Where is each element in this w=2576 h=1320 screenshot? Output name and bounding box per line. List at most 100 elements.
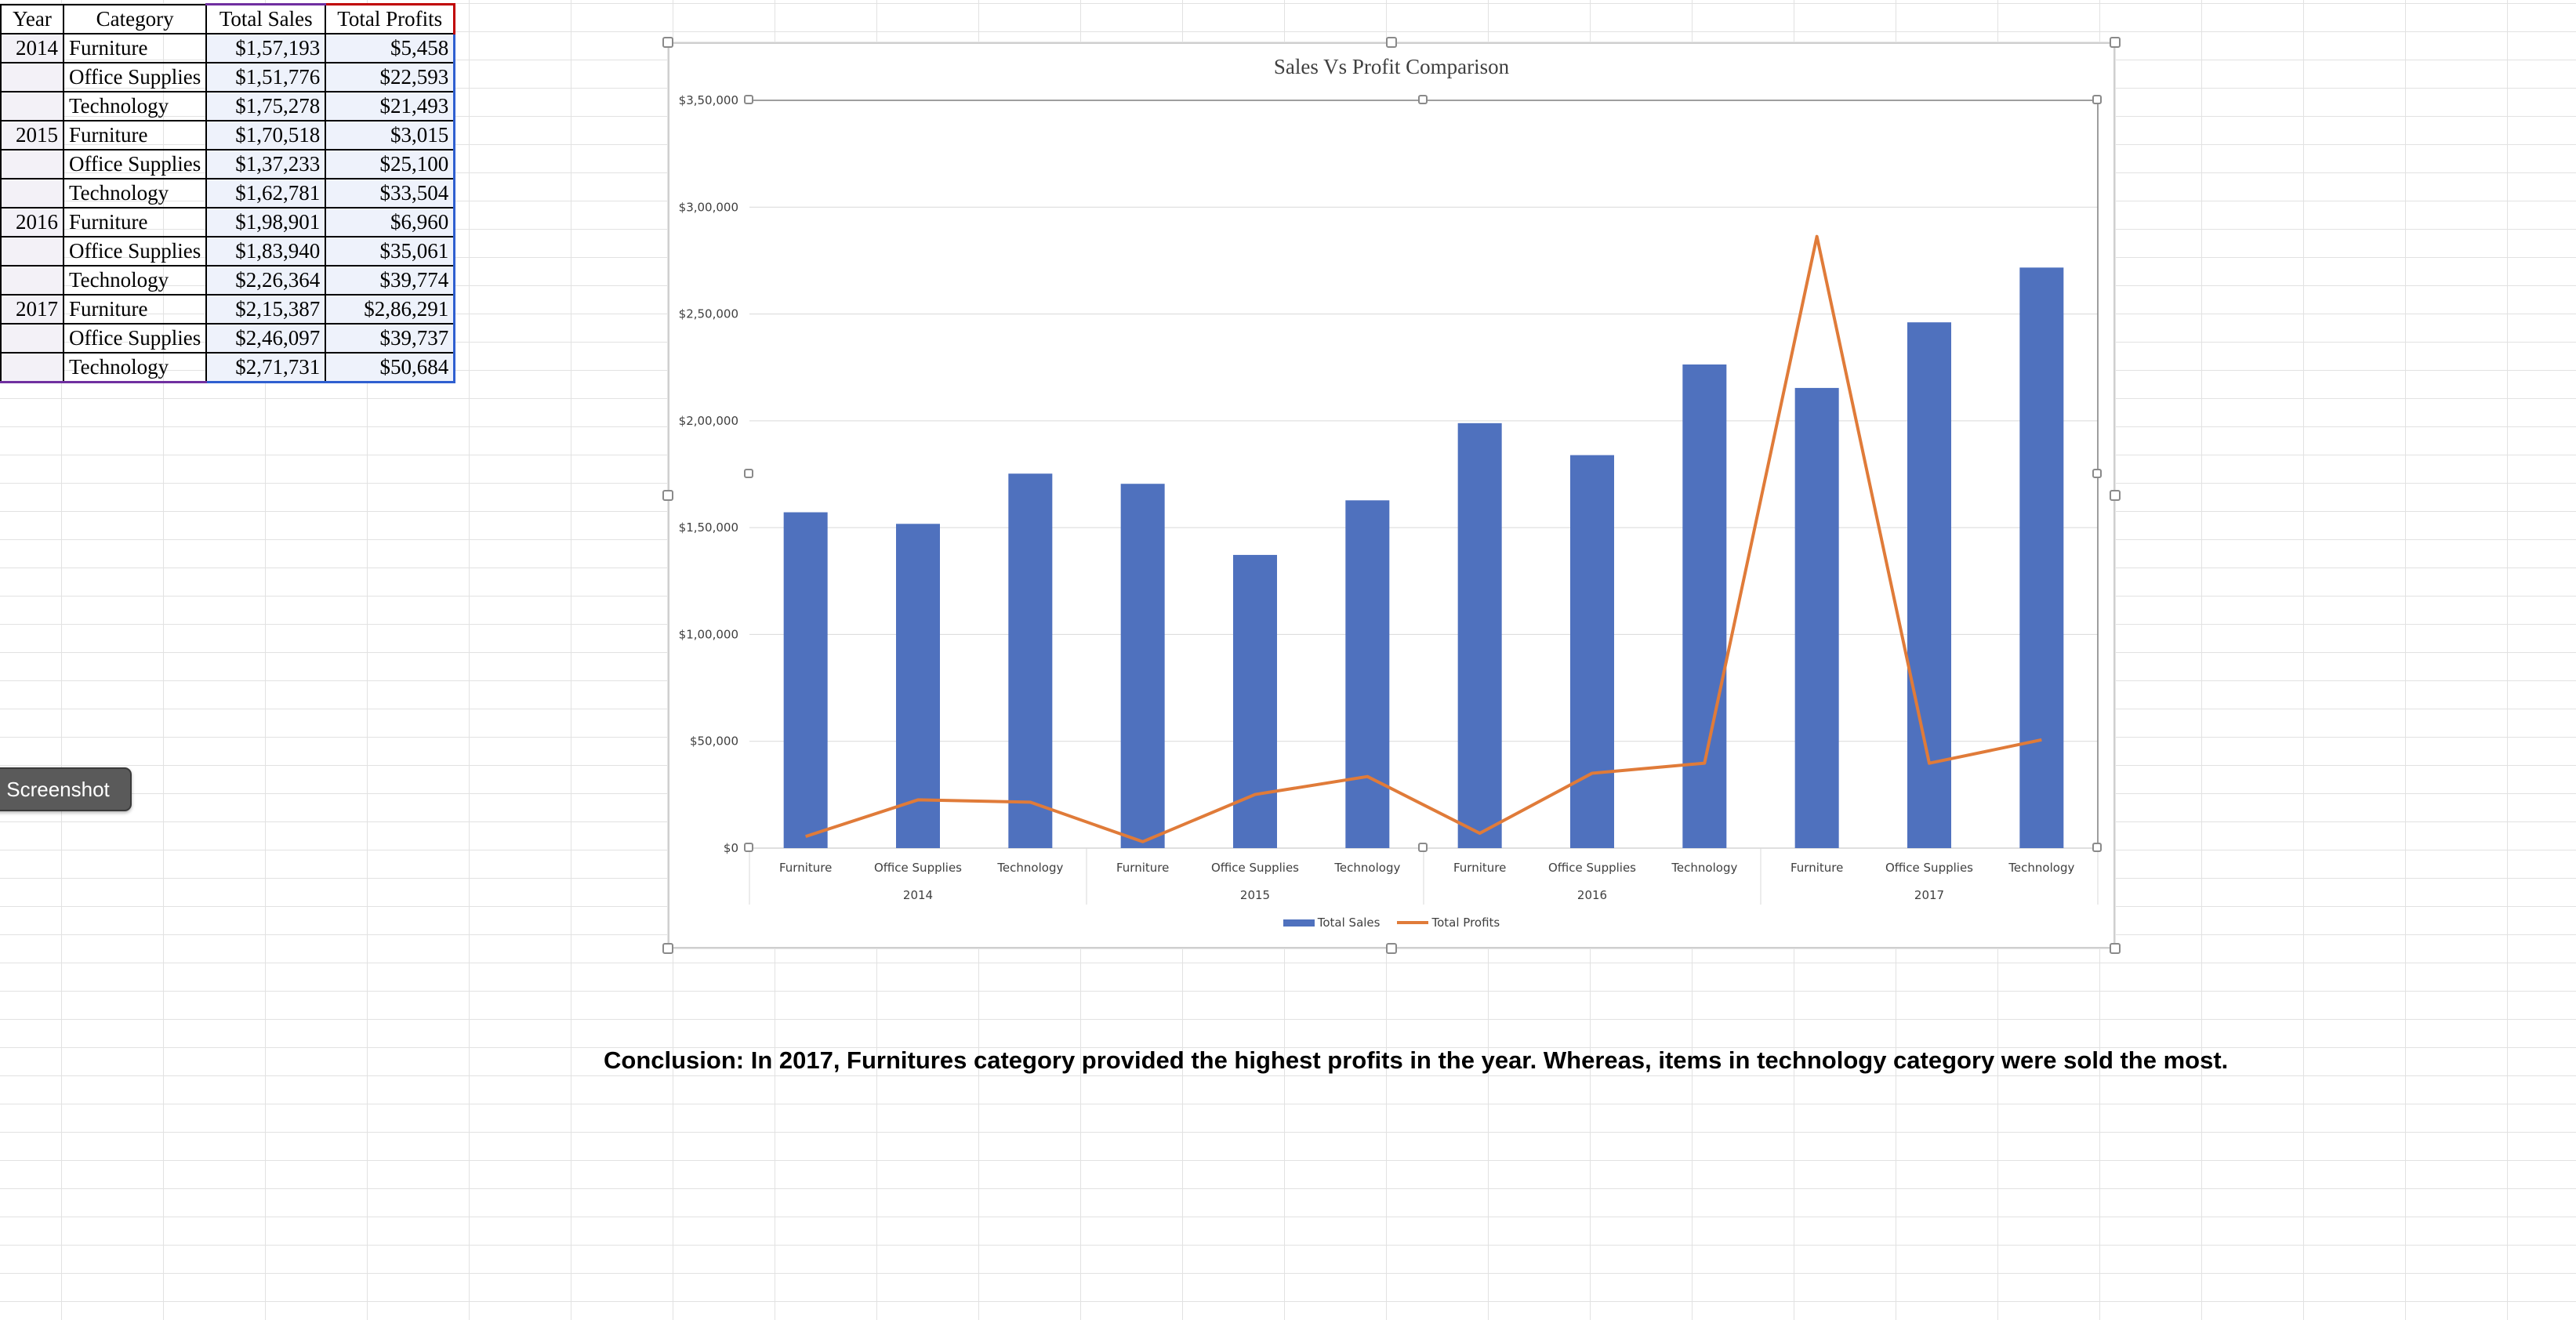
y-tick-label: $0 — [724, 841, 738, 855]
x-category-label: Technology — [996, 861, 1063, 875]
cell-total-profits[interactable]: $21,493 — [325, 91, 456, 121]
cell-year[interactable] — [0, 179, 64, 209]
sales-bar — [2019, 267, 2064, 848]
cell-total-sales[interactable]: $1,37,233 — [205, 149, 327, 180]
cell-total-sales[interactable]: $1,62,781 — [205, 178, 327, 209]
cell-category[interactable]: Office Supplies — [62, 149, 208, 180]
cell-total-profits[interactable]: $25,100 — [325, 149, 456, 180]
table-row: Technology $2,71,731 $50,684 — [0, 352, 456, 383]
sales-bar — [1570, 455, 1614, 848]
cell-category[interactable]: Office Supplies — [62, 236, 208, 267]
plot-area-handle[interactable] — [744, 843, 753, 852]
cell-year[interactable] — [0, 324, 64, 354]
cell-year[interactable] — [0, 266, 64, 296]
cell-category[interactable]: Technology — [62, 352, 208, 383]
x-category-label: Office Supplies — [1548, 861, 1636, 875]
resize-handle[interactable] — [2110, 943, 2121, 954]
cell-category[interactable]: Technology — [62, 178, 208, 209]
cell-total-profits[interactable]: $33,504 — [325, 178, 456, 209]
header-total-profits[interactable]: Total Profits — [325, 3, 456, 34]
cell-total-profits[interactable]: $35,061 — [325, 236, 456, 267]
y-tick-label: $2,00,000 — [679, 414, 738, 428]
cell-category[interactable]: Technology — [62, 265, 208, 296]
resize-handle[interactable] — [662, 37, 673, 48]
y-tick-label: $3,50,000 — [679, 93, 738, 107]
resize-handle[interactable] — [662, 943, 673, 954]
plot-area-handle[interactable] — [2092, 843, 2102, 852]
cell-year[interactable] — [0, 237, 64, 267]
plot-area-handle[interactable] — [2092, 95, 2102, 104]
cell-category[interactable]: Furniture — [62, 294, 208, 325]
y-tick-label: $50,000 — [690, 734, 738, 749]
plot-area-handle[interactable] — [2092, 469, 2102, 478]
header-year[interactable]: Year — [0, 3, 64, 34]
cell-total-sales[interactable]: $1,70,518 — [205, 120, 327, 150]
cell-total-profits[interactable]: $3,015 — [325, 120, 456, 150]
x-category-label: Furniture — [779, 861, 832, 875]
cell-total-sales[interactable]: $1,75,278 — [205, 91, 327, 121]
x-group-label: 2015 — [1240, 888, 1270, 902]
cell-year[interactable]: 2014 — [0, 33, 64, 63]
cell-year[interactable]: 2015 — [0, 120, 64, 150]
cell-year[interactable] — [0, 353, 64, 383]
cell-total-sales[interactable]: $2,26,364 — [205, 265, 327, 296]
sales-bar — [1682, 364, 1727, 848]
table-row: Technology $1,75,278 $21,493 — [0, 91, 456, 121]
cell-total-profits[interactable]: $5,458 — [325, 33, 456, 63]
plot-area-handle[interactable] — [744, 95, 753, 104]
cell-total-sales[interactable]: $2,71,731 — [205, 352, 327, 383]
x-category-label: Furniture — [1116, 861, 1169, 875]
sales-bar — [896, 524, 940, 848]
cell-total-sales[interactable]: $1,57,193 — [205, 33, 327, 63]
cell-total-sales[interactable]: $1,83,940 — [205, 236, 327, 267]
cell-category[interactable]: Technology — [62, 91, 208, 121]
sales-bar — [1457, 422, 1502, 848]
plot-area-handle[interactable] — [1418, 843, 1428, 852]
cell-total-sales[interactable]: $1,51,776 — [205, 62, 327, 92]
cell-year[interactable]: 2016 — [0, 207, 64, 238]
header-category[interactable]: Category — [62, 3, 208, 34]
cell-total-profits[interactable]: $2,86,291 — [325, 294, 456, 325]
cell-category[interactable]: Furniture — [62, 33, 208, 63]
cell-total-sales[interactable]: $1,98,901 — [205, 207, 327, 238]
cell-total-sales[interactable]: $2,15,387 — [205, 294, 327, 325]
plot-area-handle[interactable] — [744, 469, 753, 478]
sales-profit-table[interactable]: Year Category Total Sales Total Profits … — [0, 3, 456, 383]
cell-total-profits[interactable]: $50,684 — [325, 352, 456, 383]
cell-category[interactable]: Furniture — [62, 120, 208, 150]
legend-swatch-profits — [1397, 921, 1429, 924]
cell-total-profits[interactable]: $39,774 — [325, 265, 456, 296]
legend-item-sales: Total Sales — [1283, 916, 1380, 930]
screenshot-button[interactable]: Screenshot — [0, 767, 132, 811]
resize-handle[interactable] — [2110, 490, 2121, 501]
cell-total-sales[interactable]: $2,46,097 — [205, 323, 327, 354]
legend-swatch-sales — [1283, 919, 1315, 927]
header-total-sales[interactable]: Total Sales — [205, 3, 327, 34]
cell-total-profits[interactable]: $6,960 — [325, 207, 456, 238]
table-row: Office Supplies $2,46,097 $39,737 — [0, 323, 456, 354]
cell-category[interactable]: Furniture — [62, 207, 208, 238]
cell-year[interactable]: 2017 — [0, 294, 64, 325]
x-category-label: Office Supplies — [1885, 861, 1973, 875]
cell-total-profits[interactable]: $39,737 — [325, 323, 456, 354]
table-row: 2015 Furniture $1,70,518 $3,015 — [0, 120, 456, 150]
cell-year[interactable] — [0, 150, 64, 180]
plot-area-handle[interactable] — [1418, 95, 1428, 104]
chart-container[interactable]: Sales Vs Profit Comparison $0 $50,000 $1,0… — [662, 37, 2121, 954]
conclusion-text[interactable]: Conclusion: In 2017, Furnitures category… — [604, 1046, 2229, 1074]
cell-category[interactable]: Office Supplies — [62, 323, 208, 354]
cell-total-profits[interactable]: $22,593 — [325, 62, 456, 92]
resize-handle[interactable] — [1386, 37, 1397, 48]
chart-legend: Total Sales Total Profits — [669, 916, 2113, 930]
profits-line — [805, 234, 2042, 843]
x-category-label: Technology — [2008, 861, 2074, 875]
resize-handle[interactable] — [1386, 943, 1397, 954]
cell-category[interactable]: Office Supplies — [62, 62, 208, 92]
cell-year[interactable] — [0, 92, 64, 121]
resize-handle[interactable] — [2110, 37, 2121, 48]
table-row: Office Supplies $1,37,233 $25,100 — [0, 149, 456, 180]
table-body: 2014 Furniture $1,57,193 $5,458 Office Suppl… — [0, 33, 456, 383]
cell-year[interactable] — [0, 63, 64, 92]
table-row: Office Supplies $1,83,940 $35,061 — [0, 236, 456, 267]
resize-handle[interactable] — [662, 490, 673, 501]
